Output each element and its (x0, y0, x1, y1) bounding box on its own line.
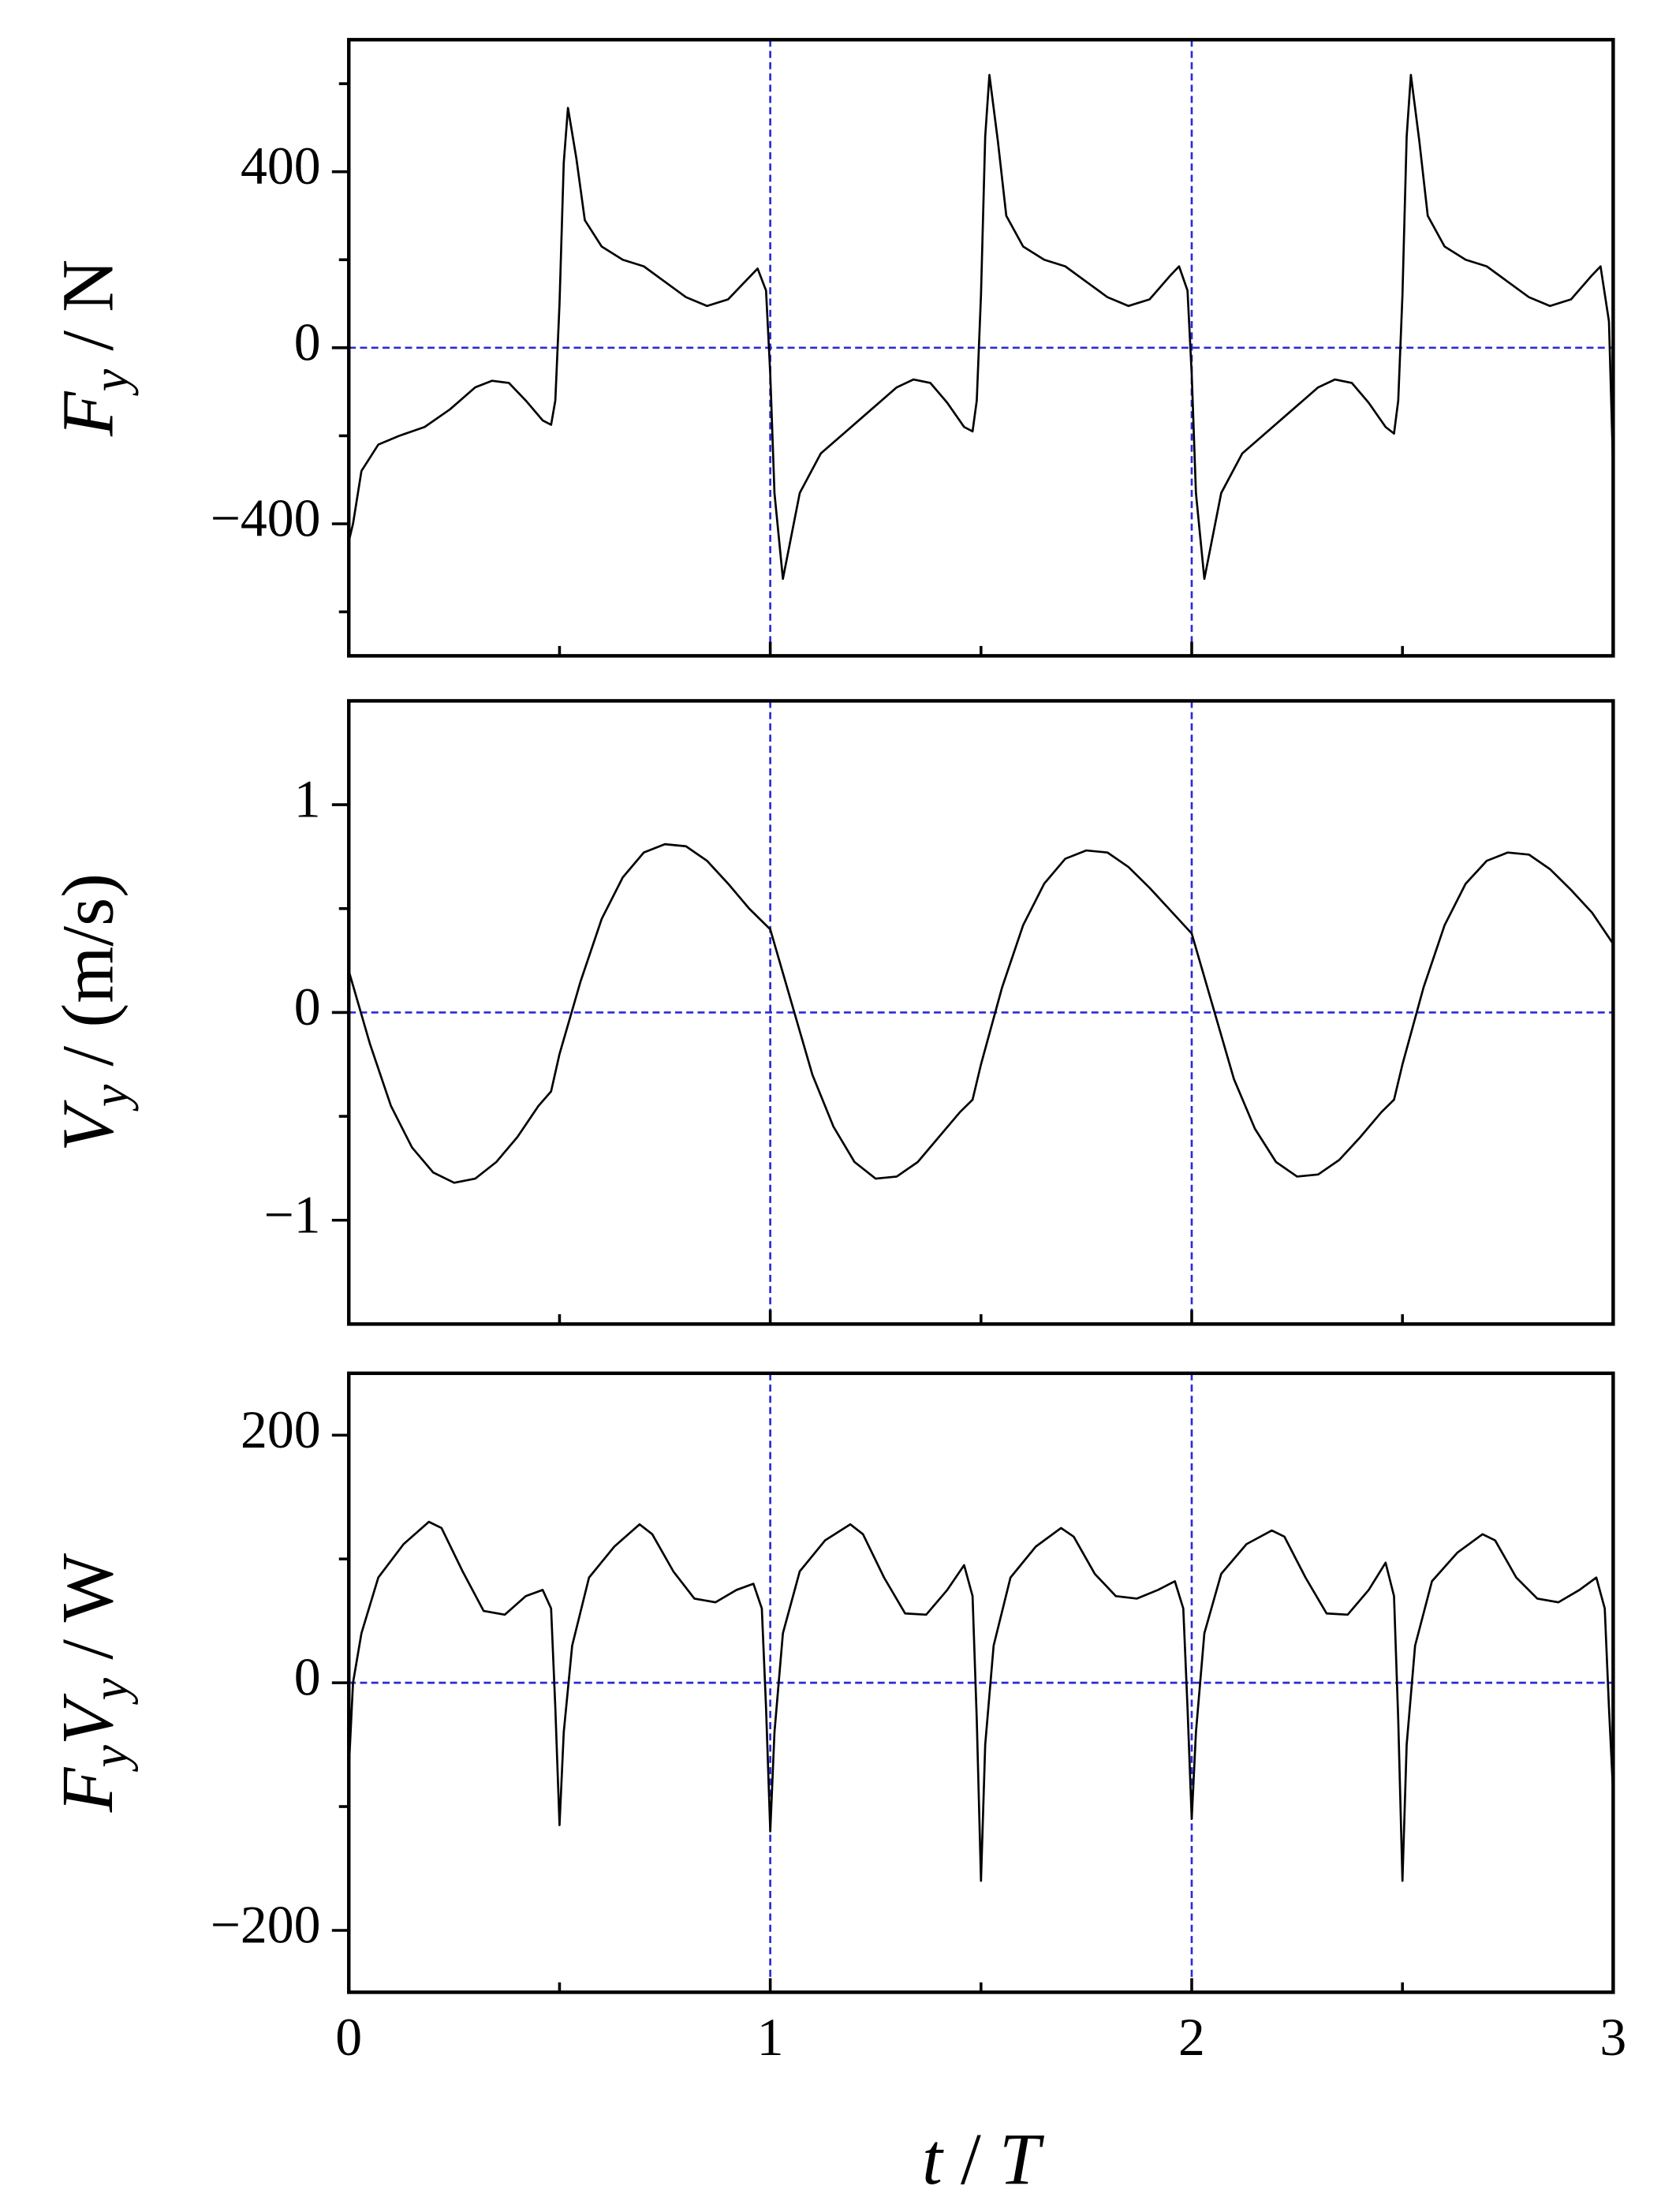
label-part: V (48, 1693, 129, 1745)
y-tick-label: 0 (294, 1648, 321, 1707)
label-part: / W (48, 1553, 129, 1678)
label-part: T (999, 2119, 1045, 2200)
label-part: F (48, 390, 129, 437)
y-axis-label: FyVy / W (48, 1553, 138, 1814)
plot-frame (347, 38, 1615, 658)
label-part: / (942, 2119, 999, 2200)
x-tick-label: 0 (335, 2008, 362, 2067)
y-axis-label: Fy / N (48, 260, 138, 437)
x-tick-label: 3 (1599, 2008, 1626, 2067)
label-part: t (922, 2119, 944, 2200)
label-part: / (m/s) (48, 873, 129, 1085)
x-tick-label: 2 (1178, 2008, 1205, 2067)
y-tick-label: 200 (241, 1400, 321, 1459)
label-part: V (48, 1100, 129, 1152)
y-tick-label: −200 (211, 1896, 321, 1955)
x-tick-label: 1 (757, 2008, 784, 2067)
y-tick-label: −400 (211, 489, 321, 548)
x-axis-label: t / T (922, 2119, 1045, 2200)
y-tick-label: −1 (263, 1185, 320, 1244)
label-part: F (48, 1766, 129, 1813)
y-tick-label: 0 (294, 977, 321, 1037)
label-part: / N (48, 260, 129, 369)
y-axis-label: Vy / (m/s) (48, 873, 138, 1152)
y-tick-label: 400 (241, 136, 321, 196)
y-tick-label: 1 (294, 770, 321, 829)
data-line (347, 73, 1614, 581)
plot-frame (347, 1371, 1615, 1994)
data-line (347, 843, 1614, 1184)
data-line (347, 1520, 1614, 1882)
plot-frame (347, 699, 1615, 1326)
y-tick-label: 0 (294, 312, 321, 372)
